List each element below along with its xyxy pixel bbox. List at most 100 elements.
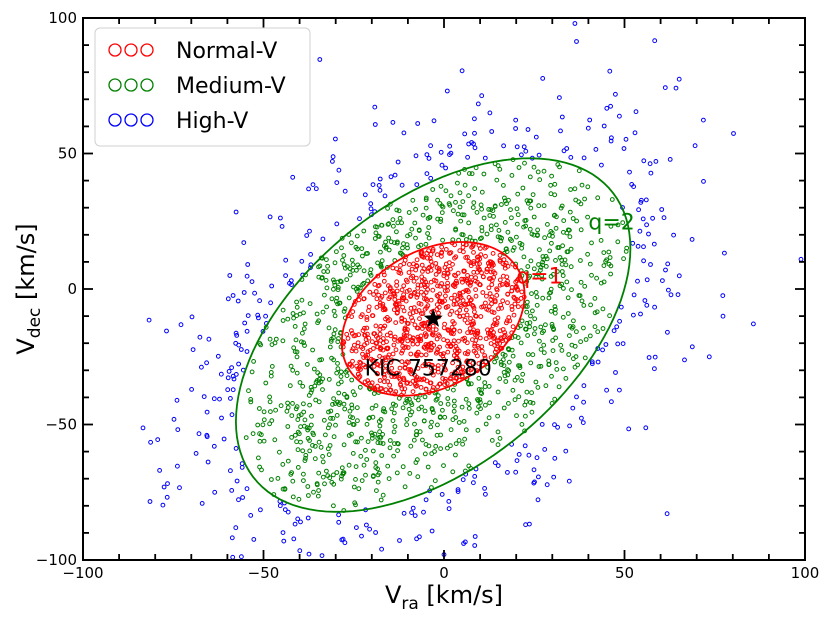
data-point-normal-v <box>386 352 392 358</box>
data-point-medium-v <box>310 347 316 353</box>
data-point-medium-v <box>479 228 485 234</box>
y-axis-label-subscript: dec <box>25 308 45 339</box>
data-point-normal-v <box>402 345 407 351</box>
data-point-normal-v <box>393 320 399 326</box>
legend-box <box>94 27 311 147</box>
data-point-medium-v <box>423 197 429 203</box>
data-point-medium-v <box>457 204 463 210</box>
data-point-normal-v <box>360 351 365 357</box>
data-point-normal-v <box>424 305 430 310</box>
data-point-high-v <box>377 176 383 182</box>
data-point-normal-v <box>456 338 461 344</box>
data-point-medium-v <box>267 421 273 427</box>
data-point-medium-v <box>466 406 472 411</box>
data-point-medium-v <box>334 470 340 475</box>
data-point-medium-v <box>435 197 441 203</box>
data-point-normal-v <box>382 355 388 361</box>
data-point-normal-v <box>387 382 393 388</box>
data-point-medium-v <box>389 406 395 412</box>
data-point-medium-v <box>349 240 354 246</box>
data-point-medium-v <box>453 227 459 233</box>
data-point-medium-v <box>310 443 315 448</box>
data-point-medium-v <box>433 443 439 449</box>
data-point-high-v <box>636 207 641 213</box>
data-point-normal-v <box>510 324 516 330</box>
data-point-medium-v <box>374 224 380 230</box>
data-point-high-v <box>367 526 373 532</box>
data-point-medium-v <box>460 199 466 205</box>
data-point-high-v <box>177 485 182 491</box>
data-point-medium-v <box>450 469 456 475</box>
data-point-normal-v <box>371 364 377 369</box>
data-point-medium-v <box>331 434 337 440</box>
data-point-high-v <box>333 136 338 142</box>
data-point-medium-v <box>486 207 492 212</box>
data-point-high-v <box>667 157 673 162</box>
data-point-high-v <box>231 376 237 382</box>
data-point-medium-v <box>487 213 493 218</box>
data-point-high-v <box>613 370 618 375</box>
data-point-high-v <box>501 143 507 149</box>
data-point-normal-v <box>404 359 410 365</box>
data-point-high-v <box>409 510 415 515</box>
data-point-high-v <box>630 240 636 246</box>
data-point-high-v <box>390 120 396 125</box>
data-point-high-v <box>310 182 316 188</box>
data-point-high-v <box>641 158 647 164</box>
data-point-medium-v <box>400 464 406 470</box>
data-point-medium-v <box>527 324 532 330</box>
data-point-medium-v <box>496 228 502 233</box>
data-point-medium-v <box>350 262 356 268</box>
data-point-high-v <box>148 439 154 445</box>
data-point-high-v <box>526 452 532 458</box>
data-point-high-v <box>313 186 319 192</box>
data-point-medium-v <box>324 257 329 263</box>
data-point-normal-v <box>379 359 385 365</box>
data-point-high-v <box>644 277 650 283</box>
data-point-medium-v <box>495 442 501 448</box>
data-point-high-v <box>235 298 241 304</box>
data-point-high-v <box>234 333 240 338</box>
data-point-medium-v <box>459 404 465 410</box>
data-point-medium-v <box>608 223 614 229</box>
data-point-medium-v <box>338 369 344 375</box>
data-point-medium-v <box>560 273 566 279</box>
data-point-medium-v <box>294 354 300 360</box>
data-point-medium-v <box>607 255 613 260</box>
data-point-medium-v <box>375 440 381 446</box>
data-point-high-v <box>320 236 326 242</box>
data-point-medium-v <box>422 394 428 400</box>
data-point-medium-v <box>555 162 561 167</box>
data-point-normal-v <box>499 305 505 311</box>
data-point-medium-v <box>377 423 383 429</box>
data-point-high-v <box>589 361 595 367</box>
data-point-medium-v <box>509 215 514 221</box>
data-point-high-v <box>527 521 532 527</box>
data-point-normal-v <box>466 280 471 286</box>
data-point-medium-v <box>361 228 367 234</box>
data-point-medium-v <box>346 420 352 425</box>
data-point-medium-v <box>285 458 291 464</box>
data-point-medium-v <box>400 245 405 251</box>
data-point-medium-v <box>553 335 558 341</box>
data-point-medium-v <box>370 474 376 479</box>
data-point-high-v <box>631 312 636 318</box>
data-point-high-v <box>204 434 210 440</box>
data-point-medium-v <box>289 470 295 476</box>
data-point-medium-v <box>353 464 359 470</box>
data-point-medium-v <box>422 408 428 414</box>
data-point-high-v <box>219 415 224 421</box>
data-point-medium-v <box>541 203 547 209</box>
data-point-medium-v <box>490 208 496 214</box>
data-point-medium-v <box>315 493 321 499</box>
data-point-high-v <box>522 443 528 449</box>
data-point-high-v <box>632 130 638 136</box>
data-point-medium-v <box>492 359 498 365</box>
data-point-medium-v <box>534 294 540 300</box>
data-point-high-v <box>161 484 167 490</box>
data-point-medium-v <box>576 199 582 205</box>
data-point-normal-v <box>501 273 506 279</box>
data-point-medium-v <box>495 389 501 395</box>
data-point-normal-v <box>437 283 443 289</box>
data-point-normal-v <box>416 336 422 342</box>
